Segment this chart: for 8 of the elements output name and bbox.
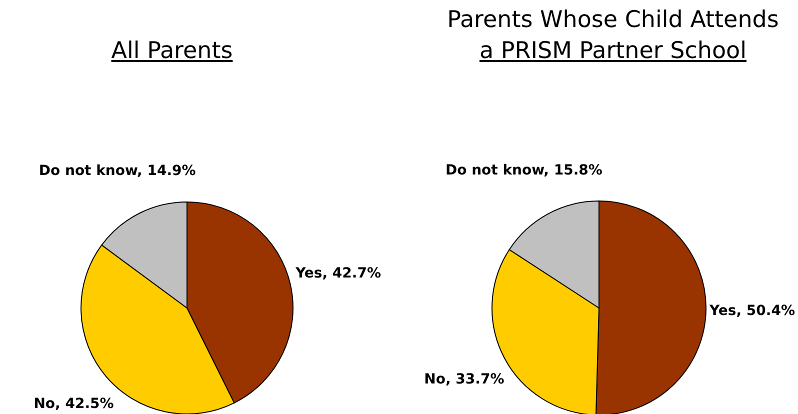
slice-label: Do not know, 14.9% — [38, 163, 196, 180]
slice-label: Yes, 42.7% — [294, 265, 382, 282]
chart-title: All Parents — [110, 37, 234, 66]
chart-title: Parents Whose Child Attends a PRISM Partner School — [446, 6, 780, 66]
slice-label: No, 42.5% — [34, 396, 114, 412]
slice-label: Do not know, 15.8% — [445, 162, 602, 179]
slice-label: No, 33.7% — [424, 372, 504, 388]
slice-label: Yes, 50.4% — [708, 303, 796, 320]
